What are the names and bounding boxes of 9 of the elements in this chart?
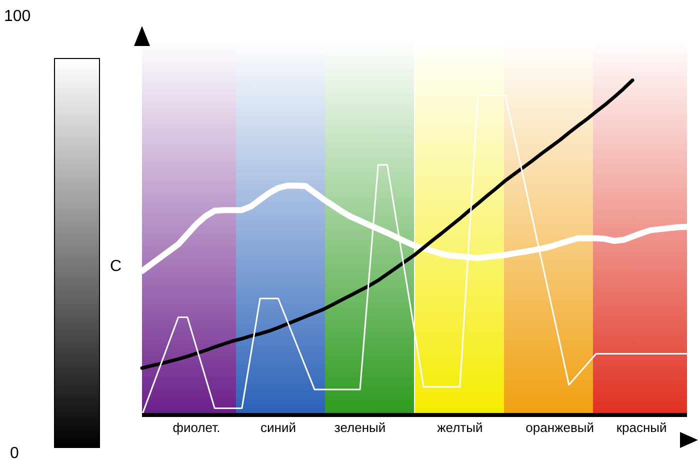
x-tick-label: синий	[260, 420, 296, 436]
x-tick-label: зеленый	[334, 420, 386, 436]
x-tick-label: красный	[616, 420, 667, 436]
x-tick-label: фиолет.	[172, 420, 220, 436]
text: C	[110, 258, 122, 276]
text: 0	[10, 445, 19, 463]
x-tick-label: желтый	[437, 420, 483, 436]
text: 100	[4, 8, 31, 26]
x-tick-label: оранжевый	[526, 420, 594, 436]
